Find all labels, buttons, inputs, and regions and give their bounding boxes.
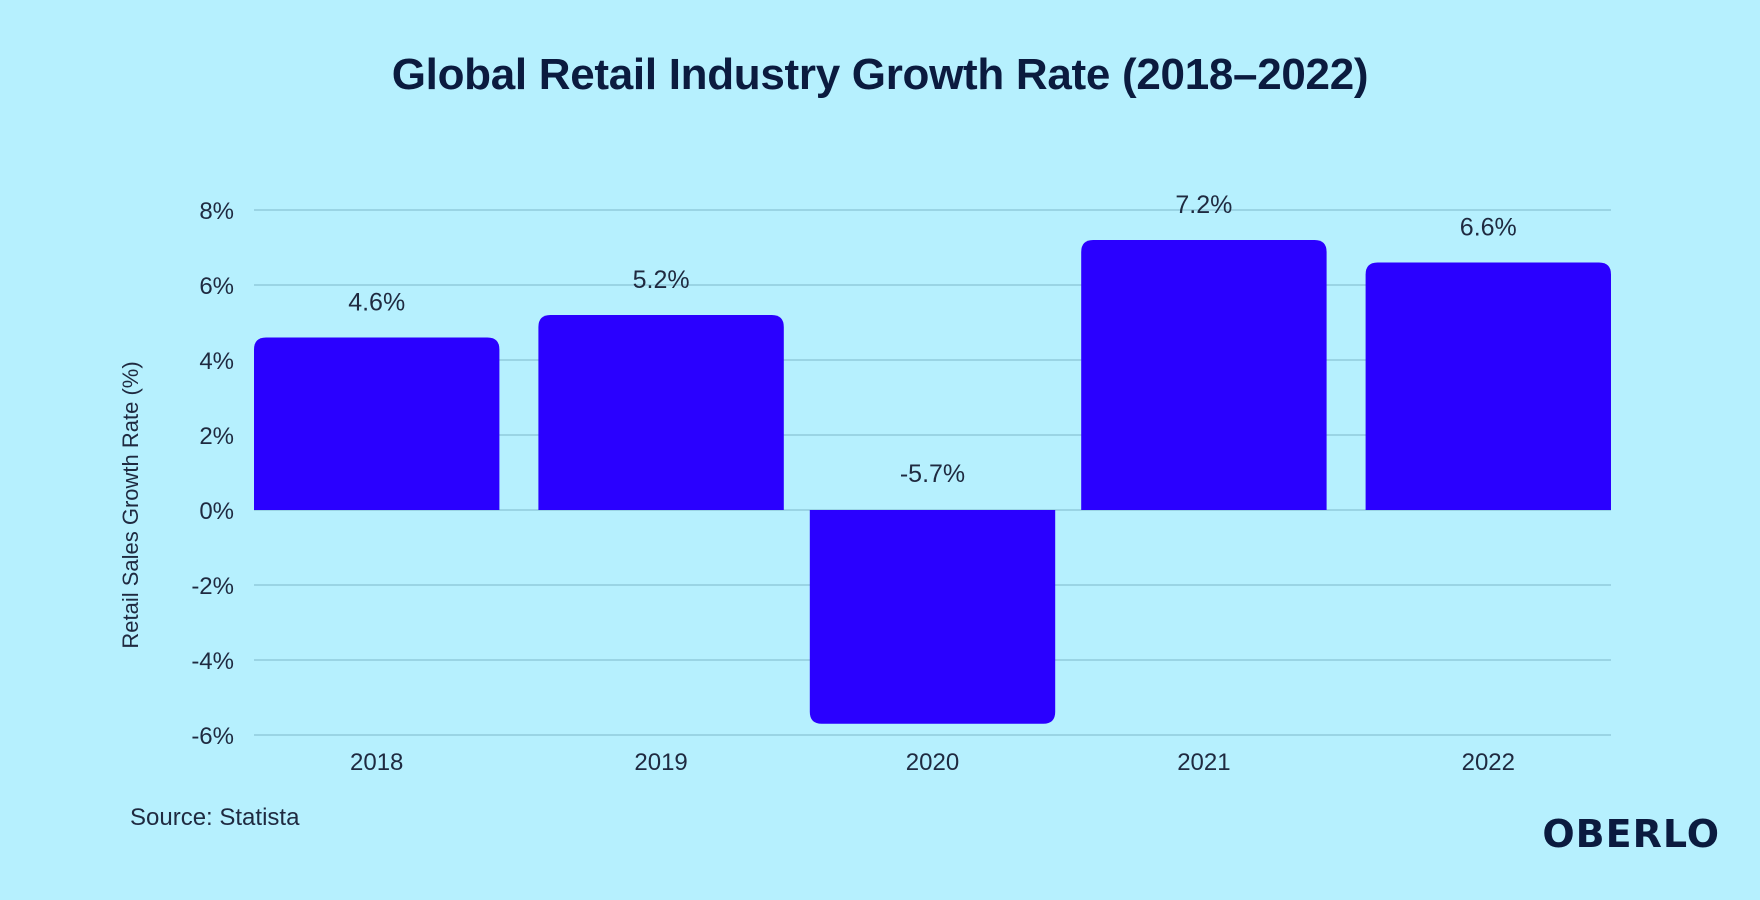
data-label-2021: 7.2%: [1175, 191, 1232, 219]
y-tick-label: -6%: [191, 723, 234, 750]
y-tick-label: 8%: [199, 198, 234, 225]
y-tick-label: -2%: [191, 573, 234, 600]
data-label-2018: 4.6%: [348, 289, 405, 317]
y-tick-label: 2%: [199, 423, 234, 450]
data-label-2020: -5.7%: [900, 460, 965, 488]
x-tick-label: 2022: [1462, 749, 1515, 776]
x-axis-ticks: 2018 2019 2020 2021 2022: [350, 749, 1515, 776]
data-label-2022: 6.6%: [1460, 214, 1517, 242]
x-tick-label: 2021: [1177, 749, 1230, 776]
bar-2018: [254, 337, 500, 510]
y-tick-label: 6%: [199, 273, 234, 300]
bar-2020: [809, 510, 1056, 724]
y-tick-label: 0%: [199, 498, 234, 525]
bar-2021: [1081, 240, 1327, 510]
x-tick-label: 2019: [634, 749, 687, 776]
y-tick-label: 4%: [199, 348, 234, 375]
chart-title: Global Retail Industry Growth Rate (2018…: [391, 50, 1369, 99]
bars: [254, 240, 1611, 724]
bar-2022: [1365, 262, 1611, 510]
data-labels: 4.6% 5.2% -5.7% 7.2% 6.6%: [348, 191, 1517, 488]
y-tick-label: -4%: [191, 648, 234, 675]
data-label-2019: 5.2%: [633, 266, 690, 294]
x-tick-label: 2018: [350, 749, 403, 776]
brand-logo: OBERLO: [1542, 812, 1720, 856]
bar-2019: [538, 315, 784, 510]
y-axis-title: Retail Sales Growth Rate (%): [118, 361, 143, 648]
y-axis-ticks: 8% 6% 4% 2% 0% -2% -4% -6%: [191, 198, 234, 750]
x-tick-label: 2020: [906, 749, 959, 776]
source-note: Source: Statista: [130, 804, 300, 831]
